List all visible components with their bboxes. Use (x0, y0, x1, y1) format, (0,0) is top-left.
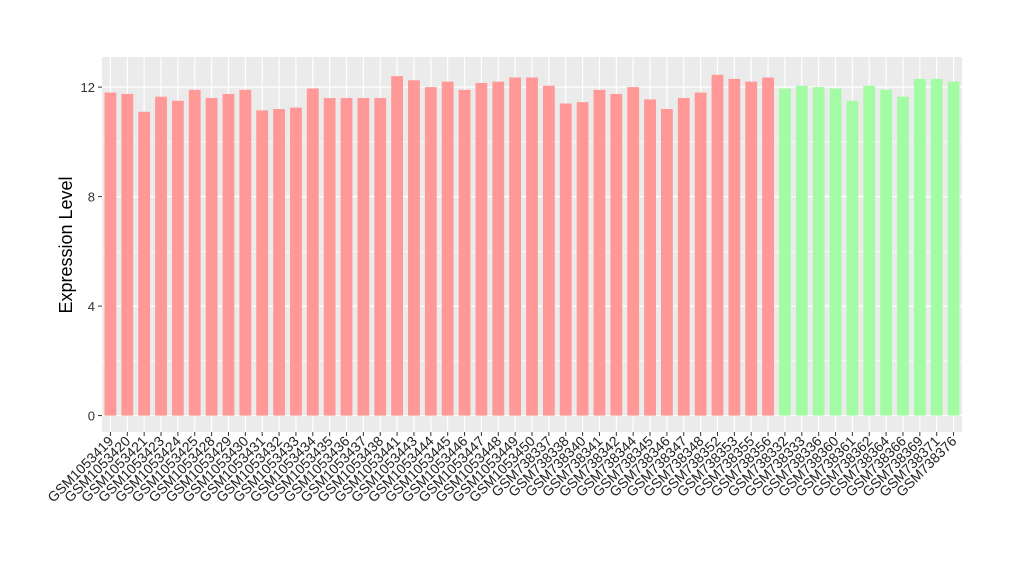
bar (509, 77, 522, 416)
bar (256, 110, 269, 416)
bar (542, 85, 555, 416)
bar (424, 87, 437, 416)
bar (357, 98, 370, 416)
bar (458, 89, 471, 416)
bar (171, 100, 184, 416)
bar (863, 85, 876, 416)
bar (559, 103, 572, 416)
bar (913, 78, 926, 416)
bar (273, 109, 285, 416)
bar (593, 89, 606, 416)
bar (104, 92, 117, 416)
bar (661, 109, 673, 416)
bar (239, 89, 252, 416)
bar (677, 98, 690, 416)
bar (897, 96, 909, 416)
bar (610, 93, 623, 416)
bar (138, 111, 151, 416)
bar (290, 107, 302, 416)
bar (728, 78, 741, 416)
bar (779, 88, 791, 416)
bar (880, 89, 893, 416)
bar (762, 77, 774, 416)
bar (694, 92, 707, 416)
bar (155, 96, 167, 416)
bar (391, 76, 403, 416)
bar (374, 98, 387, 416)
bar (947, 81, 960, 416)
bar (930, 78, 943, 416)
bar (711, 74, 724, 416)
bar (846, 100, 859, 416)
y-axis-title: Expression Level (56, 176, 76, 313)
bar (812, 87, 825, 416)
bar (121, 93, 134, 416)
bar (492, 81, 505, 416)
bar (323, 98, 336, 416)
bar (306, 88, 319, 416)
y-tick-label: 4 (88, 299, 95, 314)
y-tick-label: 0 (88, 409, 95, 424)
bar (340, 98, 353, 416)
bar (188, 89, 201, 416)
bar (526, 77, 538, 416)
bar (829, 88, 842, 416)
bar (644, 99, 656, 416)
bar (627, 87, 640, 416)
bar (795, 85, 808, 416)
bar (222, 93, 235, 416)
bar (745, 81, 758, 416)
bar (475, 83, 488, 416)
bar (408, 80, 420, 416)
bar (205, 98, 218, 416)
y-tick-label: 12 (81, 80, 95, 95)
bar (441, 81, 454, 416)
y-tick-label: 8 (88, 190, 95, 205)
bar (576, 102, 589, 416)
